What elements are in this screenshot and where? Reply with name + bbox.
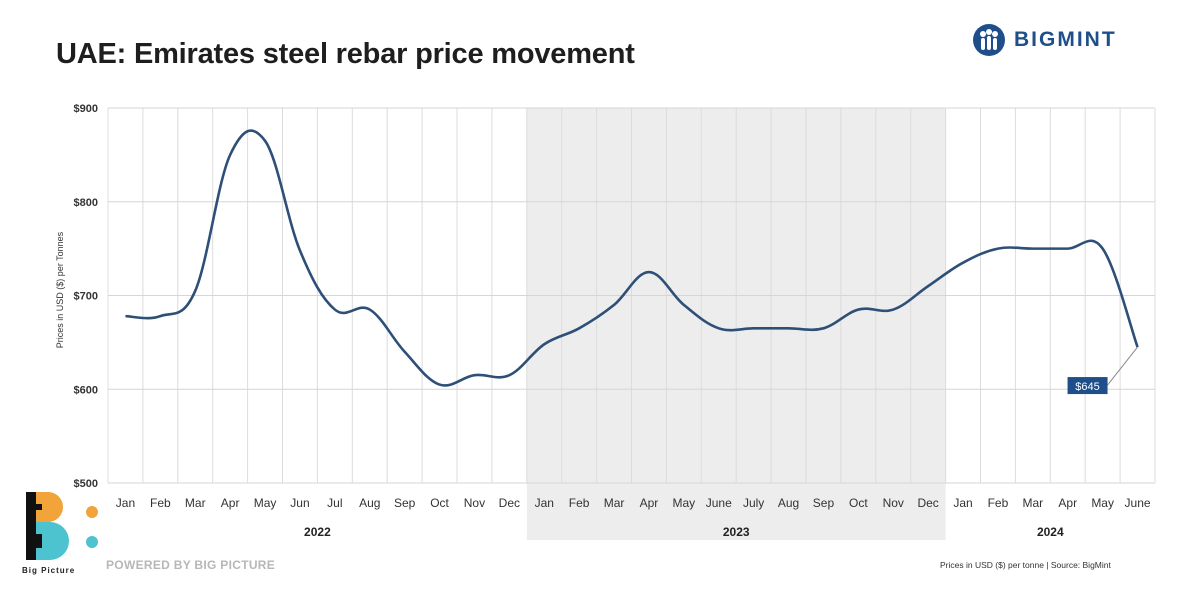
annotation-label: $645 <box>1075 381 1099 393</box>
x-tick-label: Jan <box>116 496 135 510</box>
x-tick-label: May <box>673 496 696 510</box>
x-tick-label: Dec <box>917 496 938 510</box>
annotation-box <box>1067 377 1108 395</box>
year-label: 2023 <box>723 525 750 539</box>
x-tick-label: Nov <box>883 496 904 510</box>
x-tick-label: May <box>254 496 277 510</box>
y-tick-label: $800 <box>74 197 98 209</box>
x-tick-label: June <box>706 496 732 510</box>
x-tick-label: Apr <box>640 496 659 510</box>
x-tick-label: May <box>1091 496 1114 510</box>
bigmint-logo: BIGMINT <box>972 22 1117 58</box>
x-tick-label: Feb <box>988 496 1009 510</box>
y-tick-label: $500 <box>74 478 98 490</box>
x-tick-label: Jan <box>535 496 554 510</box>
x-tick-label: Sep <box>394 496 416 510</box>
x-tick-label: Mar <box>1023 496 1044 510</box>
bigmint-emblem-icon <box>973 24 1005 56</box>
brand-name: BIGMINT <box>1014 28 1117 51</box>
year-label: 2022 <box>304 525 331 539</box>
x-tick-label: Mar <box>604 496 625 510</box>
powered-by-text: POWERED BY BIG PICTURE <box>106 558 276 572</box>
x-tick-label: July <box>743 496 764 510</box>
y-tick-label: $700 <box>74 291 98 303</box>
big-picture-caption: Big Picture <box>22 566 76 575</box>
x-tick-label: Aug <box>778 496 799 510</box>
annotation-leader <box>1107 346 1138 386</box>
big-picture-logo <box>22 490 102 567</box>
price-series-line <box>125 129 1139 387</box>
x-tick-label: Oct <box>849 496 868 510</box>
y-tick-label: $900 <box>74 103 98 115</box>
x-tick-label: Jun <box>290 496 309 510</box>
x-tick-label: Jul <box>327 496 342 510</box>
x-tick-label: Mar <box>185 496 206 510</box>
x-tick-label: Apr <box>221 496 240 510</box>
x-tick-label: Dec <box>499 496 520 510</box>
big-picture-logo-icon <box>26 492 98 560</box>
source-note: Prices in USD ($) per tonne | Source: Bi… <box>940 560 1111 570</box>
x-tick-label: June <box>1125 496 1151 510</box>
y-tick-label: $600 <box>74 384 98 396</box>
year-label: 2024 <box>1037 525 1064 539</box>
x-tick-label: Jan <box>953 496 972 510</box>
x-tick-label: Aug <box>359 496 380 510</box>
x-tick-label: Nov <box>464 496 485 510</box>
x-tick-label: Feb <box>569 496 590 510</box>
x-tick-label: Apr <box>1058 496 1077 510</box>
x-tick-label: Oct <box>430 496 449 510</box>
x-tick-label: Sep <box>813 496 835 510</box>
x-tick-label: Feb <box>150 496 171 510</box>
chart-title: UAE: Emirates steel rebar price movement <box>56 38 635 70</box>
